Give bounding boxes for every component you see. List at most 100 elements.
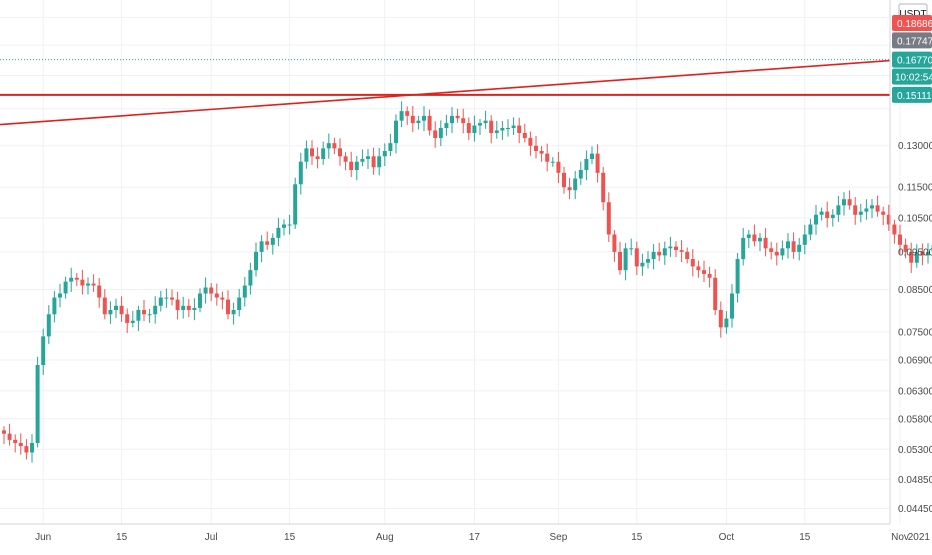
candle-body	[394, 121, 398, 143]
candle-body	[624, 248, 628, 270]
candle	[394, 114, 398, 153]
candle	[556, 152, 560, 183]
candle	[814, 205, 818, 235]
candle	[657, 243, 661, 261]
candle	[652, 244, 656, 269]
candle	[69, 268, 73, 292]
candle-body	[786, 241, 790, 248]
candle-body	[456, 116, 460, 118]
y-tick-label: 0.08500	[898, 285, 932, 296]
candle	[176, 292, 180, 320]
candle	[372, 148, 376, 175]
candle	[19, 433, 23, 454]
candle-body	[881, 212, 885, 215]
candle-body	[265, 241, 269, 244]
candle	[775, 243, 779, 266]
candle-body	[528, 138, 532, 146]
candle	[338, 138, 342, 165]
candle	[75, 273, 79, 286]
candle	[534, 136, 538, 159]
candle	[506, 119, 510, 136]
candle-body	[47, 314, 51, 336]
candle	[220, 292, 224, 310]
candle	[439, 120, 443, 146]
candle-body	[400, 111, 404, 121]
candle	[601, 167, 605, 210]
candle	[808, 219, 812, 240]
candle-body	[254, 252, 258, 270]
candle	[551, 157, 555, 167]
candle-body	[568, 187, 572, 190]
candle	[467, 117, 471, 139]
candle	[612, 230, 616, 262]
candle	[691, 249, 695, 276]
candle	[2, 426, 6, 444]
candle	[663, 242, 667, 265]
candle-body	[24, 446, 28, 452]
candle	[400, 101, 404, 127]
x-tick-label: Nov	[891, 532, 909, 543]
candle	[881, 207, 885, 225]
candle	[870, 199, 874, 218]
candle	[232, 303, 236, 325]
candle-body	[176, 300, 180, 310]
candle-body	[198, 293, 202, 307]
candle-body	[260, 241, 264, 252]
candle-body	[120, 306, 124, 314]
candle	[58, 284, 62, 308]
candle-body	[237, 298, 241, 310]
candle-body	[769, 248, 773, 252]
entry-price-tag: 0.17747	[892, 32, 932, 48]
candle-body	[472, 126, 476, 133]
grid	[0, 0, 932, 524]
candle-body	[304, 148, 308, 161]
candle	[876, 196, 880, 217]
resistance-trendline	[0, 61, 890, 125]
candle	[349, 152, 353, 177]
y-tick-label: 0.05300	[898, 445, 932, 456]
x-tick-label: 15	[631, 532, 643, 543]
candle-body	[601, 173, 605, 202]
candle-body	[433, 130, 437, 138]
candle	[108, 301, 112, 324]
candle-body	[523, 133, 527, 138]
candle-body	[377, 156, 381, 167]
candle-body	[383, 151, 387, 156]
candle	[596, 144, 600, 182]
candle-body	[310, 148, 314, 156]
candle	[136, 306, 140, 331]
candle-body	[19, 443, 23, 446]
candle	[114, 299, 118, 319]
candle-body	[635, 248, 639, 266]
candle-body	[713, 278, 717, 310]
candle	[260, 235, 264, 262]
candle-body	[30, 443, 34, 453]
candle	[741, 228, 745, 265]
y-tick-label: 0.07500	[898, 327, 932, 338]
candle-body	[220, 298, 224, 300]
candle	[500, 121, 504, 140]
candle	[724, 311, 728, 334]
candle-body	[209, 288, 213, 294]
candle-body	[652, 252, 656, 259]
candle-body	[243, 286, 247, 298]
candle-body	[864, 208, 868, 211]
candle	[321, 142, 325, 165]
candle-body	[848, 199, 852, 205]
candle	[24, 439, 28, 459]
candle	[327, 134, 331, 159]
candle	[708, 267, 712, 288]
candle	[304, 140, 308, 168]
candle	[416, 116, 420, 130]
candle-body	[657, 252, 661, 256]
candle	[103, 289, 107, 319]
candle-body	[797, 245, 801, 252]
candle	[584, 150, 588, 180]
drawn-lines	[0, 0, 932, 524]
candle-body	[125, 314, 129, 323]
candle-body	[696, 266, 700, 270]
candle-body	[836, 205, 840, 214]
candle-body	[484, 121, 488, 123]
